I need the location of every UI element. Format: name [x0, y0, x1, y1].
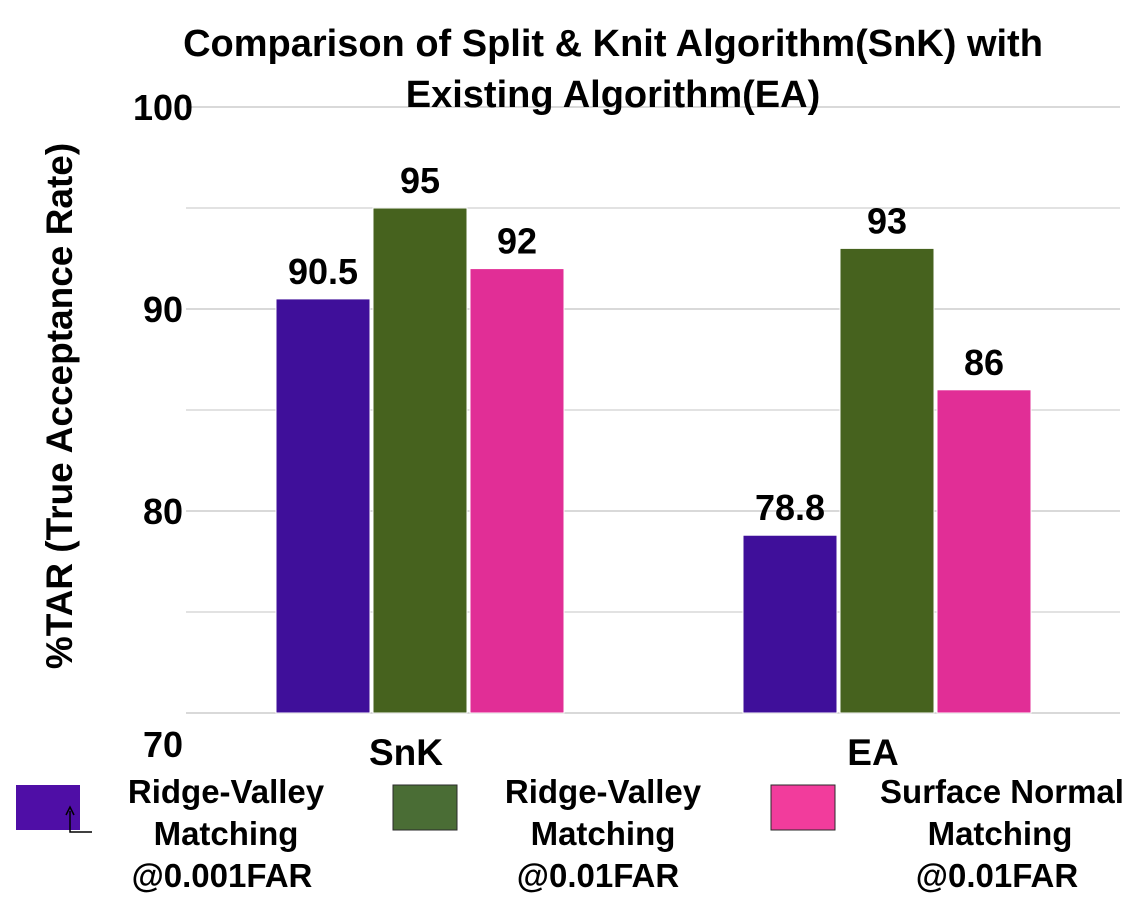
legend-item-ridge-valley-001: Ridge-Valley Matching @0.01FAR — [392, 773, 702, 894]
bar-value-label: 93 — [867, 200, 907, 241]
bar — [372, 207, 468, 714]
data-labels: 90.5 95 92 78.8 93 86 — [288, 160, 1004, 528]
legend-label-surface-normal-001-line-1: Surface Normal — [880, 773, 1124, 810]
legend-label-surface-normal-001-line-2: Matching — [928, 815, 1073, 852]
x-tick-label: EA — [847, 732, 898, 773]
y-tick-label: 100 — [133, 87, 193, 128]
y-tick-label: 90 — [143, 289, 183, 330]
chart-title-line-1: Comparison of Split & Knit Algorithm(SnK… — [183, 23, 1043, 65]
bars — [275, 207, 1032, 714]
y-tick-label: 80 — [143, 491, 183, 532]
y-axis-label: %TAR (True Acceptance Rate) — [39, 143, 80, 669]
x-tick-label: SnK — [369, 732, 443, 773]
bar-value-label: 92 — [497, 221, 537, 262]
x-axis-ticks: SnK EA — [369, 732, 899, 773]
legend-label-surface-normal-001-line-3: @0.01FAR — [916, 857, 1079, 894]
bar — [742, 534, 838, 714]
chart-title: Comparison of Split & Knit Algorithm(SnK… — [183, 23, 1043, 116]
legend-label-ridge-valley-001-line-3: @0.01FAR — [517, 857, 680, 894]
bar — [839, 247, 935, 714]
y-axis-ticks: 70 80 90 100 — [133, 87, 193, 765]
legend-label-ridge-valley-001-line-1: Ridge-Valley — [505, 773, 702, 810]
bar-value-label: 86 — [964, 342, 1004, 383]
bar — [275, 298, 371, 714]
legend-cursor-arrow — [65, 805, 75, 816]
legend-cursor-mark — [69, 811, 92, 833]
bar-value-label: 78.8 — [755, 487, 825, 528]
legend-swatch-surface-normal-001 — [770, 784, 836, 831]
legend-label-ridge-valley-0001-line-1: Ridge-Valley — [128, 773, 325, 810]
legend-item-surface-normal-001: Surface Normal Matching @0.01FAR — [770, 773, 1124, 894]
y-tick-label: 70 — [143, 724, 183, 765]
bar-value-label: 90.5 — [288, 251, 358, 292]
legend-label-ridge-valley-001-line-2: Matching — [531, 815, 676, 852]
legend-swatch-ridge-valley-001 — [392, 784, 458, 831]
bar — [936, 389, 1032, 714]
bar-value-label: 95 — [400, 160, 440, 201]
legend-item-ridge-valley-0001: Ridge-Valley Matching @0.001FAR — [16, 773, 325, 894]
legend-label-ridge-valley-0001-line-3: @0.001FAR — [132, 857, 313, 894]
legend-label-ridge-valley-0001-line-2: Matching — [154, 815, 299, 852]
legend: Ridge-Valley Matching @0.001FAR Ridge-Va… — [16, 773, 1124, 894]
chart-title-line-2: Existing Algorithm(EA) — [406, 74, 820, 116]
bar — [469, 268, 565, 714]
